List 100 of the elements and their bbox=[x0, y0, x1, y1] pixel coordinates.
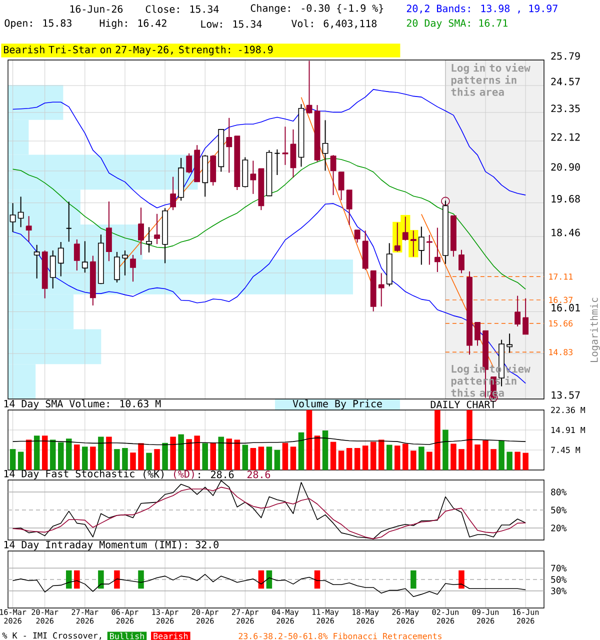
bar bbox=[482, 440, 488, 470]
bar bbox=[58, 442, 64, 470]
text: 14 Day SMA Volume: 10.63 M bbox=[4, 400, 161, 410]
bar bbox=[234, 440, 240, 470]
bar bbox=[330, 442, 336, 470]
bar bbox=[98, 436, 104, 470]
text: DAILY CHART bbox=[430, 400, 496, 408]
bar bbox=[90, 446, 96, 470]
bar bbox=[370, 442, 376, 470]
bar bbox=[162, 442, 168, 470]
y-tick-label: 20% bbox=[551, 524, 567, 532]
bar bbox=[498, 440, 504, 470]
ref-line-label: 17.11 bbox=[549, 274, 573, 280]
y-tick-label: 25.79 bbox=[551, 52, 580, 60]
bar bbox=[146, 452, 152, 470]
y-tick-label: 18.46 bbox=[552, 228, 580, 236]
bar bbox=[402, 444, 408, 470]
bar bbox=[170, 436, 176, 470]
text: Close: 15.34 bbox=[146, 5, 219, 13]
bar bbox=[362, 446, 368, 470]
bar bbox=[26, 440, 32, 470]
bar bbox=[154, 449, 160, 470]
bar bbox=[82, 446, 88, 470]
chart-title: 14 Day Fast Stochastic bbox=[4, 470, 134, 480]
bar bbox=[258, 446, 264, 470]
bar bbox=[506, 452, 512, 470]
bar bbox=[66, 438, 72, 470]
bar bbox=[74, 444, 80, 470]
series-label: (%K) bbox=[144, 470, 164, 479]
y-tick-label: 30% bbox=[551, 588, 567, 594]
bar bbox=[290, 446, 296, 470]
y-tick-label: 50% bbox=[551, 506, 567, 514]
bar bbox=[194, 436, 200, 470]
text: 23.6-38.2-50-61.8% Fibonacci Retracements bbox=[238, 632, 442, 640]
bar bbox=[282, 442, 288, 470]
bar bbox=[218, 436, 224, 470]
bar bbox=[274, 450, 280, 470]
bar bbox=[50, 440, 56, 470]
bar bbox=[418, 446, 424, 470]
bar bbox=[114, 449, 120, 470]
y-tick-label: 14.91 M bbox=[552, 426, 586, 434]
bar bbox=[242, 444, 248, 470]
bar bbox=[426, 452, 432, 470]
bar bbox=[138, 443, 144, 470]
chart-title: 14 Day Intraday Momentum (IMI): 32.0 bbox=[4, 540, 218, 550]
y-tick-label: 22.36 M bbox=[551, 406, 586, 414]
bar bbox=[458, 449, 464, 470]
bar bbox=[298, 432, 304, 470]
bar bbox=[514, 452, 520, 470]
text: High: 16.42 bbox=[100, 19, 166, 29]
y-tick-label: 50% bbox=[551, 576, 567, 583]
bar bbox=[226, 438, 232, 470]
text: 20 Day SMA: 16.71 bbox=[406, 19, 508, 29]
bar bbox=[450, 444, 456, 470]
text: Volume By Price bbox=[292, 400, 382, 410]
bar bbox=[186, 439, 192, 470]
bar bbox=[18, 452, 24, 470]
bar bbox=[522, 452, 528, 470]
bar bbox=[394, 446, 400, 470]
y-tick-label: 80% bbox=[551, 488, 567, 496]
y-tick-label: 16.01 bbox=[552, 304, 580, 312]
text: : 28.6 bbox=[198, 470, 234, 478]
legend-title: % K - IMI Crossover, bbox=[2, 632, 101, 640]
text: Bullish bbox=[110, 632, 144, 640]
text: Change: -0.30 {-1.9 %} bbox=[250, 4, 384, 14]
y-tick-label: 7.45 M bbox=[551, 446, 580, 454]
bar bbox=[10, 449, 16, 470]
y-tick-label: 19.68 bbox=[552, 195, 580, 203]
chart-title: 16-Jun-26 bbox=[70, 5, 123, 13]
bar bbox=[466, 410, 472, 470]
bar bbox=[410, 450, 416, 470]
bar bbox=[210, 442, 216, 470]
annotation: Log in to view patterns in this area bbox=[451, 63, 530, 96]
bar bbox=[266, 446, 272, 470]
bar bbox=[42, 436, 48, 470]
text: 28.6 bbox=[247, 470, 270, 478]
y-tick-label: 20.90 bbox=[551, 163, 580, 171]
ref-line-label: 14.83 bbox=[549, 348, 572, 356]
bar bbox=[250, 448, 256, 470]
bar bbox=[338, 450, 344, 470]
bar bbox=[442, 430, 448, 470]
bar bbox=[306, 410, 312, 470]
bar bbox=[122, 448, 128, 470]
ref-line-label: 16.37 bbox=[549, 296, 572, 304]
bar bbox=[34, 436, 40, 470]
bar bbox=[106, 436, 112, 470]
y-tick-label: 22.12 bbox=[551, 133, 580, 141]
bar bbox=[178, 434, 184, 470]
series-label: (%D) bbox=[174, 470, 194, 479]
bar bbox=[386, 444, 392, 470]
bar bbox=[490, 449, 496, 470]
text: 20,2 Bands: 13.98 , 19.97 bbox=[406, 4, 558, 14]
text: Open: 15.83 bbox=[4, 19, 72, 29]
bar bbox=[322, 430, 328, 470]
text: Low: 15.34 bbox=[201, 20, 262, 28]
y-tick-label: 13.57 bbox=[552, 391, 580, 399]
bar bbox=[378, 440, 384, 470]
bar bbox=[346, 448, 352, 470]
y-axis-title: Logarithmic bbox=[590, 298, 600, 362]
ref-line-label: 15.66 bbox=[549, 320, 573, 326]
